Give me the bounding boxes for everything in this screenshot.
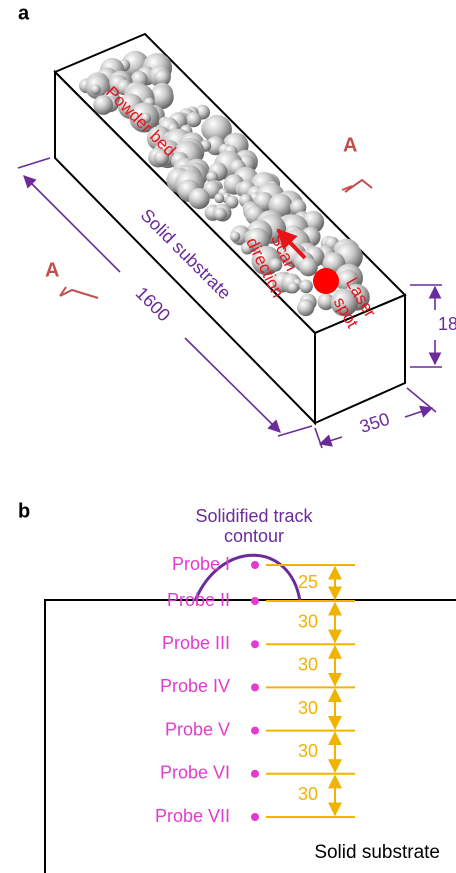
section-label: A	[343, 134, 357, 156]
spacing-label: 30	[298, 741, 318, 761]
probe-label: Probe IV	[160, 676, 230, 696]
probe-label: Probe I	[172, 554, 230, 574]
laser-spot	[313, 268, 339, 294]
spacing-label: 30	[298, 784, 318, 804]
powder-particle	[299, 280, 313, 294]
powder-particle	[288, 282, 299, 293]
contour-label: Solidified track	[195, 506, 313, 526]
probe-label: Probe II	[167, 590, 230, 610]
probe-label: Probe V	[165, 719, 230, 739]
powder-particle	[297, 299, 314, 316]
probe-point	[251, 597, 259, 605]
panel-label: a	[18, 2, 30, 24]
powder-particle	[91, 84, 101, 94]
probe-point	[251, 683, 259, 691]
powder-particle	[189, 188, 210, 209]
probe-point	[251, 561, 259, 569]
substrate-outline	[45, 600, 456, 873]
width-label: 350	[357, 409, 392, 437]
dim-tick	[278, 426, 312, 436]
dim-tick	[315, 428, 322, 448]
powder-particle	[214, 193, 224, 203]
probe-label: Probe III	[162, 633, 230, 653]
powder-particle	[214, 208, 227, 221]
probe-point	[251, 813, 259, 821]
dim-line	[320, 437, 342, 444]
powder-particle	[186, 112, 201, 127]
length-label: 1600	[132, 283, 174, 325]
dim-tick	[407, 388, 436, 412]
probe-point	[251, 640, 259, 648]
probe-label: Probe VII	[155, 806, 230, 826]
powder-particle	[299, 258, 318, 277]
dim-line	[405, 408, 432, 417]
height-label: 180	[438, 314, 456, 334]
spacing-label: 25	[298, 572, 318, 592]
spacing-label: 30	[298, 655, 318, 675]
spacing-label: 30	[298, 611, 318, 631]
probes: Probe I Probe II Probe III Probe IV Probe V P…	[155, 554, 355, 826]
panel-label: b	[18, 500, 30, 522]
figure: a Powder bed Scan direction Laser spot S…	[0, 0, 456, 873]
contour-label: contour	[224, 526, 284, 546]
section-label: A	[45, 259, 59, 281]
probe-point	[251, 727, 259, 735]
probe-point	[251, 770, 259, 778]
substrate-label: Solid substrate	[314, 842, 440, 863]
spacing-label: 30	[298, 698, 318, 718]
powder-particle	[230, 231, 240, 241]
probe-label: Probe VI	[160, 763, 230, 783]
dim-tick	[18, 158, 50, 168]
